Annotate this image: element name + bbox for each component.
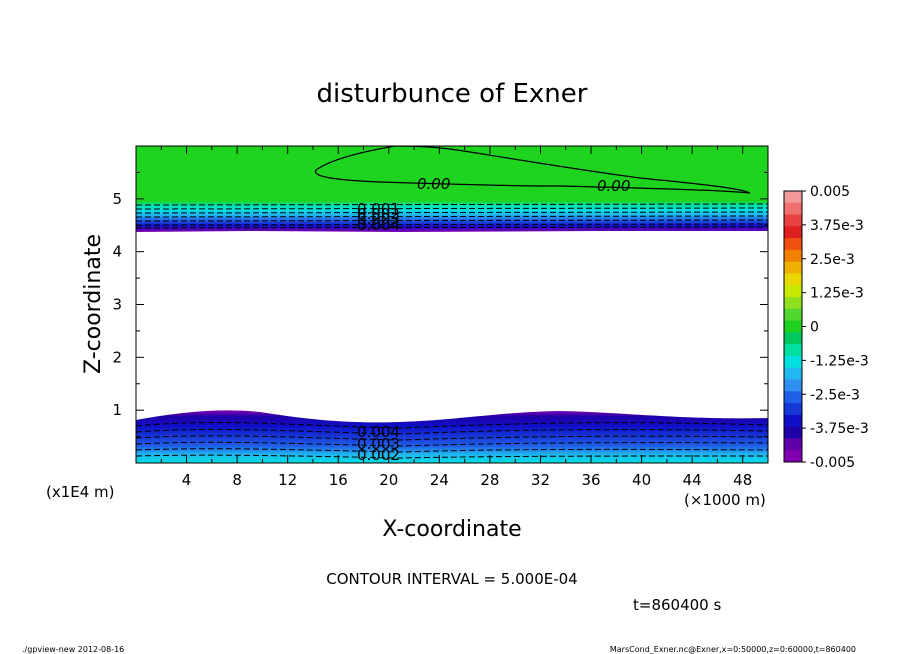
y-tick-label: 3: [112, 296, 122, 314]
colorbar-swatch: [784, 191, 802, 204]
colorbar-swatch: [784, 238, 802, 251]
x-tick-label: 44: [683, 471, 702, 489]
contour-label-upper-1: 0.001: [357, 200, 400, 218]
time-text: t=860400 s: [633, 596, 721, 614]
lower-band-labels: 0.004 0.003 0.002: [357, 423, 400, 463]
x-axis-unit: (×1000 m): [684, 491, 766, 509]
upper-band-labels: 0.001 0.002 0.003 0.004: [357, 200, 400, 234]
colorbar-labels: 0.005 3.75e-3 2.5e-3 1.25e-3 0 -1.25e-3 -2.5e-…: [802, 184, 869, 471]
x-axis-ticks: 4 8 12 16 20 24 28 32 36 40 44 48: [160, 146, 752, 489]
footer-left: ./gpview-new 2012-08-16: [22, 645, 124, 654]
colorbar-swatch: [784, 403, 802, 416]
colorbar-label: 3.75e-3: [810, 218, 864, 234]
footer-right: MarsCond_Exner.nc@Exner,x=0:50000,z=0:60…: [610, 645, 856, 654]
colorbar-swatch: [784, 379, 802, 392]
contour-interval-text: CONTOUR INTERVAL = 5.000E-04: [326, 570, 577, 588]
x-tick-label: 36: [581, 471, 600, 489]
y-axis-label: Z-coordinate: [81, 234, 106, 374]
contour-label-upper-2: 0.002: [357, 205, 400, 223]
colorbar-label: 1.25e-3: [810, 286, 864, 302]
y-tick-label: 1: [112, 401, 122, 419]
y-tick-label: 4: [112, 243, 122, 261]
upper-green-region: [136, 146, 768, 201]
colorbar-label: 0.005: [810, 184, 850, 200]
plot-area: 0.00 0.00 0.001 0.002 0.003 0.004 0.004 …: [136, 146, 768, 463]
y-axis-ticks: 1 2 3 4 5: [112, 171, 768, 438]
x-tick-label: 28: [480, 471, 499, 489]
colorbar-swatch: [784, 414, 802, 428]
contour-label-upper-4: 0.004: [357, 216, 400, 234]
colorbar-swatch: [784, 332, 802, 345]
colorbar-swatch: [784, 297, 802, 310]
zero-contour-line: [314, 146, 751, 194]
colorbar-swatch: [784, 214, 802, 227]
x-tick-label: 16: [329, 471, 348, 489]
contour-label-zero-2: 0.00: [597, 177, 630, 195]
colorbar-swatch: [784, 226, 802, 239]
colorbar-label: -1.25e-3: [810, 353, 869, 369]
colorbar-label: -2.5e-3: [810, 387, 860, 403]
colorbar: [784, 191, 802, 463]
colorbar-swatch: [784, 308, 802, 322]
chart-title: disturbunce of Exner: [317, 79, 588, 109]
colorbar-swatch: [784, 273, 802, 286]
colorbar-label: 0: [810, 320, 819, 336]
x-tick-label: 24: [430, 471, 449, 489]
x-tick-label: 8: [232, 471, 242, 489]
contour-label-lower-1: 0.004: [357, 423, 400, 441]
colorbar-swatch: [784, 367, 802, 381]
x-tick-label: 32: [531, 471, 550, 489]
x-tick-label: 48: [733, 471, 752, 489]
colorbar-swatch: [784, 261, 802, 274]
colorbar-swatch: [784, 285, 802, 298]
colorbar-label: -0.005: [810, 455, 855, 471]
colorbar-swatch: [784, 438, 802, 451]
y-axis-unit: (x1E4 m): [46, 483, 115, 501]
x-axis-label: X-coordinate: [382, 517, 521, 542]
colorbar-swatch: [784, 202, 802, 216]
colorbar-swatch: [784, 344, 802, 357]
contour-label-zero-1: 0.00: [417, 175, 450, 193]
colorbar-swatch: [784, 391, 802, 404]
colorbar-label: 2.5e-3: [810, 252, 855, 268]
x-tick-label: 12: [278, 471, 297, 489]
y-tick-label: 5: [112, 190, 122, 208]
colorbar-swatch: [784, 249, 802, 263]
lower-dashed-contours: [136, 422, 768, 459]
colorbar-swatch: [784, 426, 802, 439]
y-tick-label: 2: [112, 348, 122, 366]
colorbar-swatch: [784, 320, 802, 333]
colorbar-label: -3.75e-3: [810, 421, 869, 437]
colorbar-swatch: [784, 450, 802, 463]
x-tick-label: 4: [182, 471, 192, 489]
contour-label-lower-2: 0.003: [357, 435, 400, 453]
x-tick-label: 40: [632, 471, 651, 489]
colorbar-swatch: [784, 355, 802, 369]
contour-label-upper-3: 0.003: [357, 210, 400, 228]
x-tick-label: 20: [379, 471, 398, 489]
upper-dashed-contours: [136, 203, 768, 229]
